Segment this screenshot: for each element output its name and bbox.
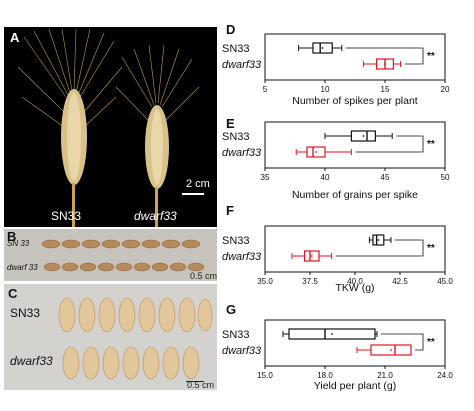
panel-f-xlabel: TKW (g) (335, 282, 374, 294)
panel-g-label: G (226, 302, 236, 317)
panel-f-frame (264, 225, 446, 273)
panel-d-tick-label-0: 5 (263, 85, 268, 94)
panel-a-photo: A 2 cm SN33 dwarf33 (4, 27, 217, 227)
panel-e-tick-label-1: 40 (321, 173, 330, 182)
panel-e-label: E (226, 116, 235, 131)
panel-f-mean-1 (310, 255, 313, 257)
panel-f-tick-label-2: 40.0 (347, 277, 363, 286)
panel-g-series-label-0: SN33 (222, 329, 250, 341)
panel-e-tick-label-0: 35 (261, 173, 270, 182)
panel-g-tick-label-2: 21.0 (377, 371, 393, 380)
panel-b-sn33-label: SN 33 (7, 239, 30, 248)
panel-d-frame (264, 33, 446, 81)
panel-d-significance: ** (427, 51, 435, 62)
panel-c-label: C (8, 286, 18, 301)
panel-f-significance-bracket (335, 239, 424, 257)
panel-a-label: A (10, 30, 20, 45)
panel-g-box-0 (288, 328, 376, 340)
panel-g-tick-label-3: 24.0 (437, 371, 453, 380)
panel-a-scale-label: 2 cm (186, 178, 210, 190)
panel-e-tick-label-2: 45 (381, 173, 390, 182)
grain-closeup-image (58, 297, 213, 380)
panel-c-photo: C SN33 dwarf33 0.5 cm (4, 284, 217, 390)
panel-f-series-label-0: SN33 (222, 235, 250, 247)
panel-c-scale-bar (186, 381, 204, 382)
panel-d-label: D (226, 22, 235, 37)
panel-f-tick-label-0: 35.0 (257, 277, 273, 286)
panel-a-scale-bar (182, 193, 204, 195)
panel-c-scale-label: 0.5 cm (187, 380, 215, 390)
panel-d-mean-1 (384, 63, 386, 65)
panel-f-label: F (226, 203, 234, 218)
panel-f-significance: ** (427, 243, 435, 254)
panel-g-significance: ** (427, 337, 435, 348)
panel-d-tick-label-3: 20 (441, 85, 450, 94)
wheat-spikes-image (17, 28, 200, 227)
panel-b-dwarf33-label: dwarf 33 (7, 263, 38, 272)
panel-d-mean-0 (321, 47, 324, 49)
panel-f-box-0 (372, 234, 385, 246)
panel-d-box-0 (312, 42, 333, 54)
panel-e-mean-0 (362, 135, 365, 137)
panel-b-photo: B SN 33 dwarf 33 0.5 cm (4, 229, 217, 281)
panel-f-box-1 (304, 250, 320, 262)
panel-d-box-1 (376, 58, 395, 70)
panel-e-series-label-1: dwarf33 (222, 147, 262, 159)
panel-e-box-1 (306, 146, 326, 158)
panel-g-mean-0 (331, 333, 333, 335)
panel-f-tick-label-4: 45.0 (437, 277, 453, 286)
panel-g-box-1 (370, 344, 412, 356)
grain-rows-image (41, 239, 205, 272)
panel-a-sn33-label: SN33 (51, 209, 82, 223)
panel-e-mean-1 (315, 151, 317, 153)
panel-g-tick-label-1: 18.0 (317, 371, 333, 380)
panel-b-scale-label: 0.5 cm (190, 271, 218, 281)
panel-e-series-label-0: SN33 (222, 131, 250, 143)
panel-f-series-label-1: dwarf33 (222, 251, 262, 263)
panel-f-tick-label-1: 37.5 (302, 277, 318, 286)
panel-d-series-label-0: SN33 (222, 43, 250, 55)
panel-g-mean-1 (390, 349, 392, 351)
panel-e-frame (264, 121, 446, 169)
panel-a-dwarf33-label: dwarf33 (134, 209, 177, 223)
panel-b-label: B (7, 229, 17, 244)
panel-d-tick-label-2: 15 (381, 85, 390, 94)
panel-g-significance-bracket (381, 333, 424, 351)
panel-g-frame (264, 319, 446, 367)
panel-e-significance-bracket (355, 135, 424, 153)
panel-e-tick-label-3: 50 (441, 173, 450, 182)
panel-f-mean-0 (377, 239, 380, 241)
panel-d-significance-bracket (345, 47, 424, 65)
panel-e-significance: ** (427, 139, 435, 150)
panel-f-tick-label-3: 42.5 (392, 277, 408, 286)
panel-d-tick-label-1: 10 (321, 85, 330, 94)
panel-g-tick-label-0: 15.0 (257, 371, 273, 380)
panel-c-sn33-label: SN33 (10, 306, 41, 320)
panel-e-box-0 (350, 130, 376, 142)
panel-d-series-label-1: dwarf33 (222, 59, 262, 71)
panel-c-dwarf33-label: dwarf33 (10, 354, 53, 368)
panel-g-xlabel: Yield per plant (g) (314, 380, 397, 392)
panel-g-series-label-1: dwarf33 (222, 345, 262, 357)
panel-e-xlabel: Number of grains per spike (292, 189, 418, 201)
panel-d-xlabel: Number of spikes per plant (292, 95, 418, 107)
